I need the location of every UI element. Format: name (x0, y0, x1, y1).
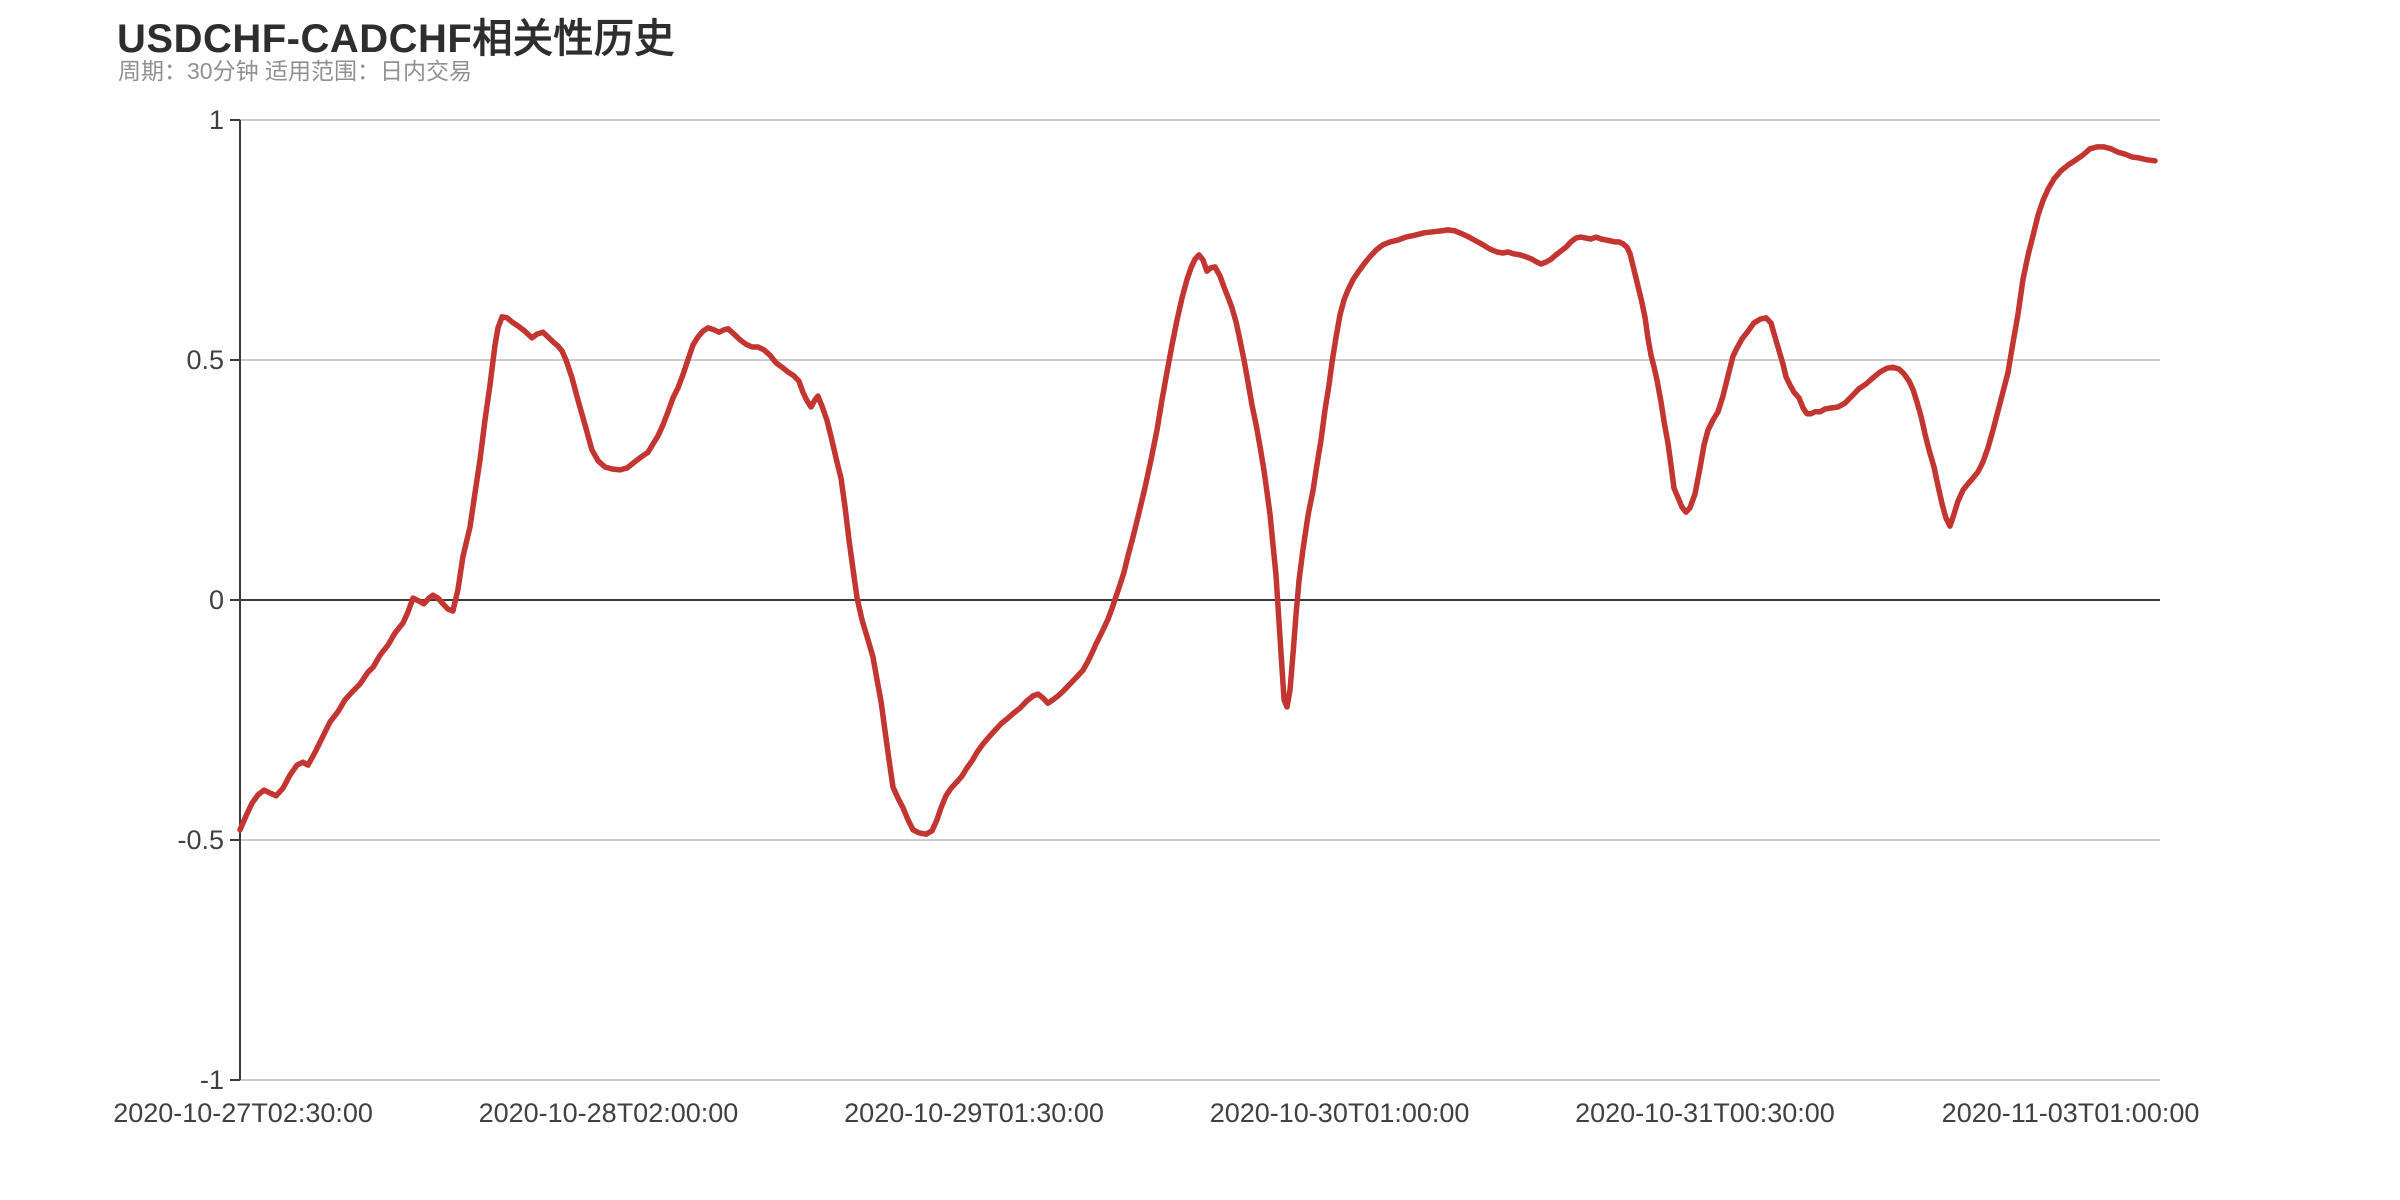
x-tick-label: 2020-10-27T02:30:00 (113, 1098, 373, 1128)
y-tick-label: 0.5 (186, 345, 224, 375)
x-tick-label: 2020-10-29T01:30:00 (844, 1098, 1104, 1128)
x-tick-label: 2020-10-30T01:00:00 (1210, 1098, 1470, 1128)
y-tick-label: -1 (200, 1065, 224, 1095)
correlation-line[interactable] (237, 144, 2158, 837)
y-tick-label: 1 (209, 105, 224, 135)
chart-subtitle: 周期：30分钟 适用范围：日内交易 (118, 58, 472, 84)
x-tick-label: 2020-10-28T02:00:00 (479, 1098, 739, 1128)
y-tick-label: 0 (209, 585, 224, 615)
x-tick-label: 2020-10-31T00:30:00 (1575, 1098, 1835, 1128)
y-tick-label: -0.5 (177, 825, 224, 855)
chart-title: USDCHF-CADCHF相关性历史 (117, 17, 675, 61)
x-tick-label: 2020-11-03T01:00:00 (1942, 1098, 2200, 1128)
